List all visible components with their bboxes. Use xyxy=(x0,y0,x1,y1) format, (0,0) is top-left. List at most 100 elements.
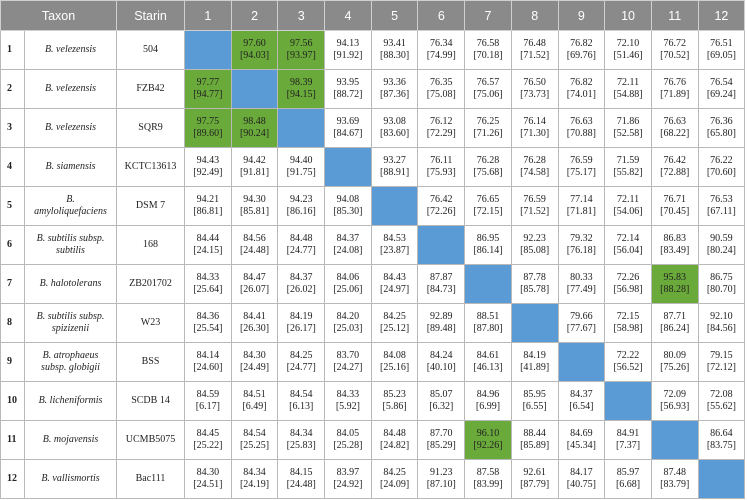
dddh-value: [70.88] xyxy=(566,128,596,139)
table-row: 1 B. velezensis 504 97.60 [94.03] 97.56 [93.97… xyxy=(0,30,746,70)
value-cell: 84.41 [26.30] xyxy=(230,303,279,343)
ani-value: 76.36 xyxy=(710,116,733,127)
dddh-value: [83.49] xyxy=(660,245,690,256)
value-cell: 76.42 [72.26] xyxy=(417,186,466,226)
dddh-value: [75.26] xyxy=(660,362,690,373)
taxon-name-line: B. subtilis subsp. xyxy=(36,233,105,244)
dddh-value: [25.22] xyxy=(193,440,223,451)
strain-cell: ZB201702 xyxy=(116,264,186,304)
value-cell: 76.76 [71.89] xyxy=(650,69,699,109)
taxon-cell: B. mojavensis xyxy=(23,420,118,460)
ani-value: 87.71 xyxy=(663,311,686,322)
taxon-cell: B. velezensis xyxy=(23,30,118,70)
value-cell: 84.36 [25.54] xyxy=(184,303,232,343)
value-cell: 97.60 [94.03] xyxy=(230,30,279,70)
table-row: 5 B. amyloliquefaciens DSM 7 94.21 [86.81] 94.… xyxy=(0,186,746,226)
value-cell: 76.28 [75.68] xyxy=(464,147,512,187)
ani-value: 84.44 xyxy=(196,233,220,244)
row-number: 9 xyxy=(0,342,25,382)
row-number: 3 xyxy=(0,108,25,148)
dddh-value: [94.15] xyxy=(286,89,316,100)
value-cell: 80.33 [77.49] xyxy=(557,264,606,304)
value-cell: 84.33 [25.64] xyxy=(184,264,232,304)
value-cell: 92.10 [84.56] xyxy=(697,303,746,343)
ani-value: 84.19 xyxy=(289,311,313,322)
value-cell: 85.07 [6.32] xyxy=(417,381,466,421)
value-cell: 87.87 [84.73] xyxy=(417,264,466,304)
dddh-value: [40.10] xyxy=(426,362,456,373)
dddh-value: [71.52] xyxy=(520,50,550,61)
dddh-value: [24.82] xyxy=(380,440,410,451)
strain-cell: DSM 7 xyxy=(116,186,186,226)
taxon-name-line: spizizenii xyxy=(51,323,90,334)
ani-value: 76.28 xyxy=(476,155,500,166)
ani-value: 76.82 xyxy=(570,38,593,49)
ani-value: 87.48 xyxy=(663,467,686,478)
header-col-6: 6 xyxy=(417,0,466,31)
ani-value: 93.41 xyxy=(383,38,406,49)
dddh-value: [25.28] xyxy=(333,440,363,451)
dddh-value: [24.27] xyxy=(333,362,363,373)
table-row: 3 B. velezensis SQR9 97.75 [89.60] 98.48 [90.2… xyxy=(0,108,746,148)
dddh-value: [75.08] xyxy=(426,89,456,100)
ani-value: 94.43 xyxy=(196,155,220,166)
taxon-cell: B. atrophaeus subsp. globigii xyxy=(23,342,118,382)
ani-value: 87.87 xyxy=(430,272,453,283)
ani-value: 92.89 xyxy=(430,311,453,322)
value-cell: 93.69 [84.67] xyxy=(324,108,372,148)
row-number: 1 xyxy=(0,30,25,70)
row-number: 5 xyxy=(0,186,25,226)
value-cell: 76.54 [69.24] xyxy=(697,69,746,109)
ani-value: 76.34 xyxy=(430,38,453,49)
ani-value: 80.33 xyxy=(570,272,593,283)
dddh-value: [94.77] xyxy=(193,89,223,100)
value-cell: 87.48 [83.79] xyxy=(650,459,699,499)
value-cell: 84.30 [24.49] xyxy=(230,342,279,382)
value-cell: 84.51 [6.49] xyxy=(230,381,279,421)
header-col-10: 10 xyxy=(604,0,652,31)
dddh-value: [24.97] xyxy=(380,284,410,295)
dddh-value: [80.24] xyxy=(706,245,736,256)
strain-cell: FZB42 xyxy=(116,69,186,109)
diagonal-cell xyxy=(277,108,326,148)
taxon-cell: B. amyloliquefaciens xyxy=(23,186,118,226)
ani-value: 84.06 xyxy=(336,272,360,283)
ani-value: 84.34 xyxy=(289,428,313,439)
ani-value: 84.48 xyxy=(383,428,406,439)
dddh-value: [24.08] xyxy=(333,245,363,256)
ani-value: 76.76 xyxy=(663,77,686,88)
row-number: 4 xyxy=(0,147,25,187)
dddh-value: [85.08] xyxy=(520,245,550,256)
dddh-value: [88.30] xyxy=(380,50,410,61)
value-cell: 76.51 [69.05] xyxy=(697,30,746,70)
dddh-value: [71.89] xyxy=(660,89,690,100)
dddh-value: [54.88] xyxy=(613,89,643,100)
taxon-cell: B. velezensis xyxy=(23,69,118,109)
value-cell: 84.25 [24.77] xyxy=(277,342,326,382)
ani-value: 76.42 xyxy=(663,155,686,166)
value-cell: 86.95 [86.14] xyxy=(464,225,512,265)
dddh-value: [5.86] xyxy=(382,401,407,412)
ani-value: 76.53 xyxy=(710,194,733,205)
taxon-cell: B. siamensis xyxy=(23,147,118,187)
dddh-value: [54.06] xyxy=(613,206,643,217)
ani-value: 84.14 xyxy=(196,350,220,361)
dddh-value: [70.60] xyxy=(706,167,736,178)
strain-cell: 168 xyxy=(116,225,186,265)
table-row: 12 B. vallismortis Bac111 84.30 [24.51] 84.34… xyxy=(0,459,746,499)
table-row: 10 B. licheniformis SCDB 14 84.59 [6.17] 84.5… xyxy=(0,381,746,421)
ani-value: 93.95 xyxy=(336,77,360,88)
dddh-value: [77.49] xyxy=(566,284,596,295)
value-cell: 76.59 [71.52] xyxy=(510,186,559,226)
row-number: 6 xyxy=(0,225,25,265)
value-cell: 76.63 [68.22] xyxy=(650,108,699,148)
dddh-value: [24.77] xyxy=(286,362,316,373)
ani-value: 93.69 xyxy=(336,116,360,127)
dddh-value: [69.76] xyxy=(566,50,596,61)
header-col-12: 12 xyxy=(697,0,746,31)
ani-value: 71.86 xyxy=(616,116,640,127)
taxon-cell: B. licheniformis xyxy=(23,381,118,421)
dddh-value: [58.98] xyxy=(613,323,643,334)
value-cell: 76.25 [71.26] xyxy=(464,108,512,148)
strain-cell: KCTC13613 xyxy=(116,147,186,187)
